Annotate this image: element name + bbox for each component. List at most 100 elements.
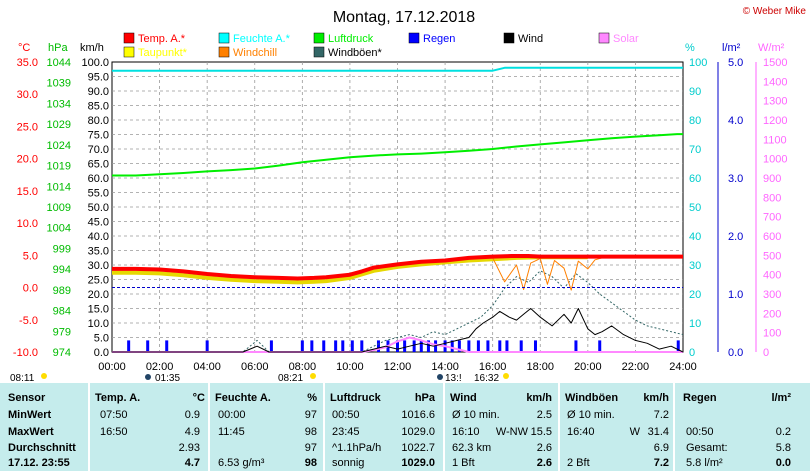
rain-bar	[350, 340, 354, 352]
pressure-tick-label: 974	[53, 347, 71, 359]
rain-bar	[498, 340, 502, 352]
wind-tick-label: 100.0	[81, 57, 109, 69]
wind-tick-label: 80.0	[88, 115, 109, 127]
wind-tick-label: 55.0	[88, 188, 109, 200]
rain-bar	[476, 340, 480, 352]
legend-entry: Luftdruck	[328, 33, 374, 45]
pressure-value: 1029.0	[401, 457, 435, 469]
solar-tick-label: 1100	[763, 134, 787, 146]
solar-tick-label: 1300	[763, 96, 787, 108]
wind-value: 15.5	[530, 426, 552, 438]
axis-labels: 00:00 02:00 04:00 06:00 08:00 10:00 12:00 14:00…	[13, 42, 788, 373]
x-tick-label: 24:00	[669, 361, 697, 373]
temp-value: 2.93	[178, 442, 200, 454]
wind-tick-label: 65.0	[88, 159, 109, 171]
legend-swatch	[598, 32, 610, 44]
legend-entry: Solar	[613, 33, 639, 45]
wind-info: 62.3 km	[452, 442, 492, 454]
solar-tick-label: 600	[763, 231, 781, 243]
pressure-tick-label: 1029	[47, 119, 71, 131]
rain-bar	[396, 340, 399, 352]
x-tick-label: 16:00	[479, 361, 507, 373]
rain-axis-unit: l/m²	[722, 42, 741, 54]
humidity-tick-label: 70	[689, 144, 701, 156]
windchill-line	[492, 257, 603, 291]
rain-tick-label: 2.0	[728, 231, 743, 243]
x-tick-label: 20:00	[574, 361, 602, 373]
wind-value: 2.5	[536, 409, 552, 421]
credit-text: © Weber Mike	[743, 6, 807, 17]
table-header: Luftdruck	[330, 392, 381, 404]
solar-axis-unit: W/m²	[758, 42, 785, 54]
solar-tick-label: 400	[763, 270, 781, 282]
rain-tick-label: 4.0	[728, 115, 743, 127]
x-tick-label: 22:00	[622, 361, 650, 373]
legend-entry: Windchill	[233, 47, 277, 59]
temp-time: 16:50	[100, 426, 128, 438]
solar-tick-label: 100	[763, 328, 781, 340]
table-header: Sensor	[8, 392, 46, 404]
gust-line	[112, 270, 684, 353]
wind-direction: W-NW	[495, 426, 528, 438]
solar-tick-label: 1400	[763, 76, 787, 88]
humidity-value: 97	[304, 442, 317, 454]
x-tick-label: 02:00	[146, 361, 174, 373]
solar-tick-label: 1200	[763, 115, 787, 127]
table-header: Windböen	[565, 392, 619, 404]
temp-time: 07:50	[100, 409, 128, 421]
pressure-time: 00:50	[332, 409, 360, 421]
x-tick-label: 18:00	[526, 361, 554, 373]
gust-value: 7.2	[653, 457, 669, 469]
humidity-tick-label: 100	[689, 57, 707, 69]
rain-info: 5.8 l/m²	[686, 457, 723, 469]
rain-tick-label: 0.0	[728, 347, 743, 359]
rain-bar	[341, 340, 345, 352]
pressure-tick-label: 1004	[47, 223, 71, 235]
table-header: Regen	[683, 392, 717, 404]
temperature-line	[112, 254, 683, 281]
wind-tick-label: 70.0	[88, 144, 109, 156]
temp-axis-unit: °C	[18, 42, 30, 54]
x-tick-label: 08:00	[289, 361, 317, 373]
pressure-time: ^1.1hPa/h	[332, 442, 382, 454]
x-tick-label: 06:00	[241, 361, 269, 373]
rain-bar	[205, 340, 209, 352]
solar-tick-label: 800	[763, 192, 781, 204]
wind-tick-label: 45.0	[88, 217, 109, 229]
legend-swatch	[313, 32, 325, 44]
pressure-tick-label: 984	[53, 306, 71, 318]
pressure-tick-label: 1034	[47, 98, 71, 110]
time-marker-label: 08:21	[278, 373, 303, 383]
pressure-time: 23:45	[332, 426, 360, 438]
rain-bar	[322, 340, 326, 352]
rain-bar	[574, 340, 578, 352]
rain-bar	[127, 340, 131, 352]
humidity-time: 6.53 g/m³	[218, 457, 265, 469]
gust-info: Ø 10 min.	[567, 409, 615, 421]
humidity-tick-label: 40	[689, 231, 701, 243]
wind-tick-label: 40.0	[88, 231, 109, 243]
time-marker-label: 01:35	[155, 373, 180, 383]
temp-tick-label: 15.0	[17, 186, 38, 198]
table-divider	[443, 383, 445, 471]
wind-tick-label: 5.0	[94, 333, 109, 345]
temp-tick-label: 0.0	[23, 283, 38, 295]
table-header: l/m²	[771, 392, 791, 404]
temp-tick-label: -10.0	[13, 347, 38, 359]
wind-tick-label: 90.0	[88, 86, 109, 98]
table-header: Feuchte A.	[215, 392, 271, 404]
wind-tick-label: 60.0	[88, 173, 109, 185]
rain-bar	[300, 340, 304, 352]
wind-tick-label: 50.0	[88, 202, 109, 214]
rain-bar	[376, 340, 380, 352]
time-marker-label: 08:11	[10, 373, 35, 383]
pressure-axis-unit: hPa	[48, 42, 68, 54]
table-header: Wind	[450, 392, 477, 404]
solar-tick-label: 1000	[763, 154, 787, 166]
table-header: km/h	[643, 392, 669, 404]
rain-tick-label: 5.0	[728, 57, 743, 69]
wind-info: 16:10	[452, 426, 480, 438]
legend-entry: Taupunkt*	[138, 47, 188, 59]
gust-direction: W	[629, 426, 640, 438]
solar-line	[112, 336, 683, 353]
